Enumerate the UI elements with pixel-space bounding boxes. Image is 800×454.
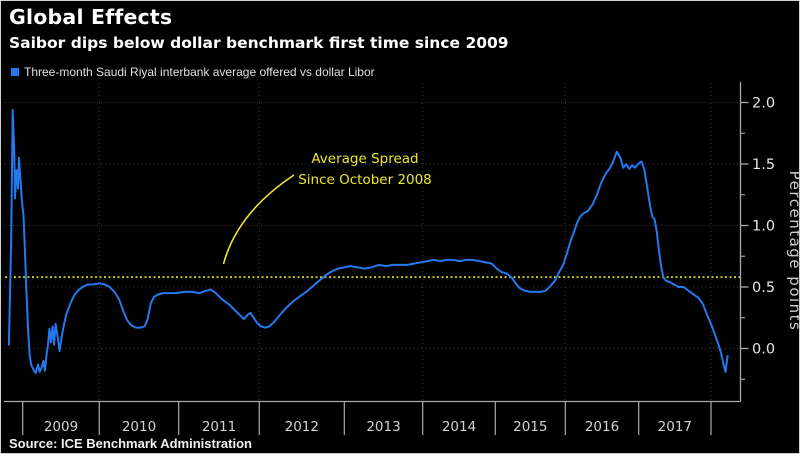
legend: Three-month Saudi Riyal interbank averag…	[11, 65, 375, 79]
y-tick-label: 0.0	[752, 342, 775, 358]
annotation-average-spread-line2: Since October 2008	[298, 172, 432, 188]
year-label: 2017	[658, 419, 692, 435]
horizontal-gridlines	[5, 102, 741, 349]
year-label: 2014	[442, 419, 476, 435]
x-axis-year-labels: 2009 2010 2011 2012 2013 2014 2015 2016 2017	[44, 419, 692, 435]
annotation-average-spread-line1: Average Spread	[311, 151, 418, 167]
y-axis-title: Percentage points	[786, 171, 800, 332]
year-label: 2011	[202, 419, 236, 435]
vertical-gridlines	[98, 83, 712, 401]
year-label: 2009	[44, 419, 78, 435]
x-axis-ticks	[22, 401, 712, 435]
legend-label: Three-month Saudi Riyal interbank averag…	[24, 65, 375, 79]
year-label: 2015	[513, 419, 547, 435]
y-tick-label: 1.0	[752, 219, 775, 235]
annotation-arrow	[222, 174, 295, 265]
legend-swatch-icon	[11, 68, 19, 76]
y-tick-label: 1.5	[752, 157, 775, 173]
year-label: 2012	[285, 419, 319, 435]
year-label: 2010	[122, 419, 156, 435]
saibor-libor-spread-line	[7, 108, 729, 375]
axes	[4, 82, 742, 403]
y-axis-ticks	[740, 101, 749, 380]
year-label: 2016	[585, 419, 619, 435]
page-title: Global Effects	[9, 5, 173, 29]
y-tick-label: 0.5	[752, 280, 775, 296]
y-tick-label: 2.0	[752, 96, 775, 112]
y-axis-tick-labels: 0.0 0.5 1.0 1.5 2.0	[752, 96, 775, 358]
source-attribution: Source: ICE Benchmark Administration	[9, 436, 252, 451]
chart-subtitle: Saibor dips below dollar benchmark first…	[9, 34, 509, 52]
year-label: 2013	[366, 419, 400, 435]
